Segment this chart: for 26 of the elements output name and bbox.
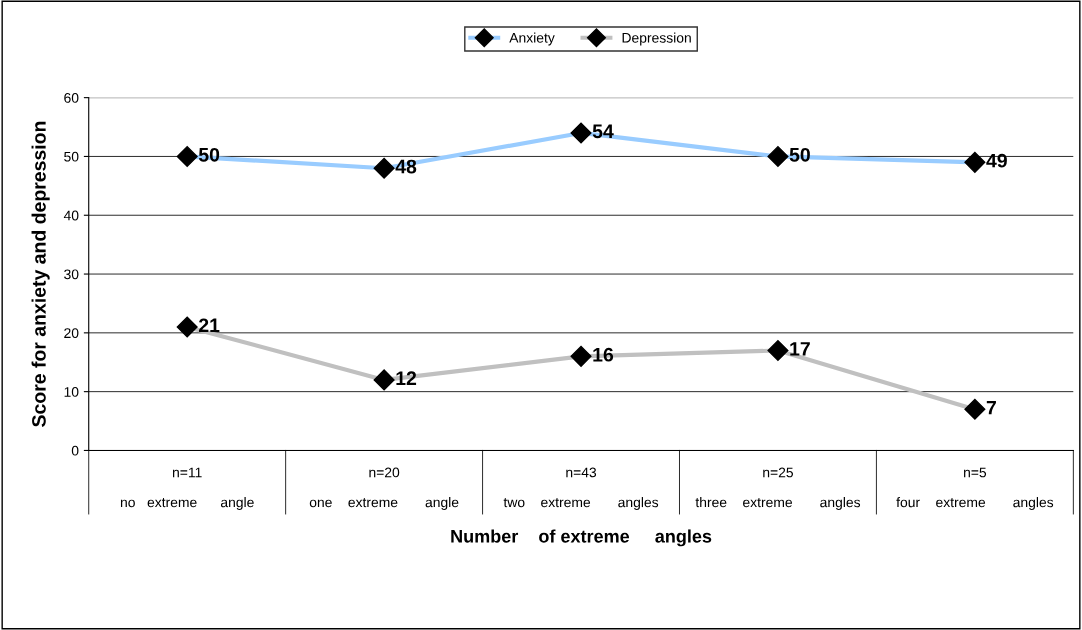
data-label: 16 — [593, 347, 614, 362]
category-label: n=43 two extreme angles — [503, 467, 659, 510]
y-tick-label: 50 — [64, 151, 79, 162]
y-axis-title: Score for anxiety and depression — [31, 121, 50, 427]
data-label: 50 — [789, 147, 810, 162]
legend-label: Anxiety — [509, 32, 555, 46]
data-label: 17 — [790, 342, 810, 356]
data-label: 12 — [396, 371, 417, 385]
data-label: 21 — [198, 318, 220, 332]
y-tick-label: 40 — [63, 210, 79, 221]
y-tick-label: 20 — [64, 328, 79, 339]
x-axis-title: Number of extreme angles — [451, 529, 712, 547]
data-label: 50 — [198, 147, 220, 162]
data-label: 48 — [395, 159, 417, 174]
y-tick-label: 60 — [64, 92, 79, 103]
data-label: 49 — [986, 153, 1007, 168]
category-label: n=25 three extreme angles — [695, 467, 861, 510]
y-tick-label: 10 — [64, 386, 79, 397]
y-tick-label: 0 — [71, 445, 79, 456]
category-label: n=5 four extreme angles — [896, 467, 1054, 510]
category-label: n=20 one extreme angle — [309, 467, 459, 510]
data-label: 54 — [592, 124, 614, 139]
data-label: 7 — [986, 400, 996, 415]
y-tick-label: 30 — [64, 269, 79, 280]
category-label: n=11 no extreme angle — [120, 467, 254, 510]
legend-label: Depression — [622, 32, 691, 46]
